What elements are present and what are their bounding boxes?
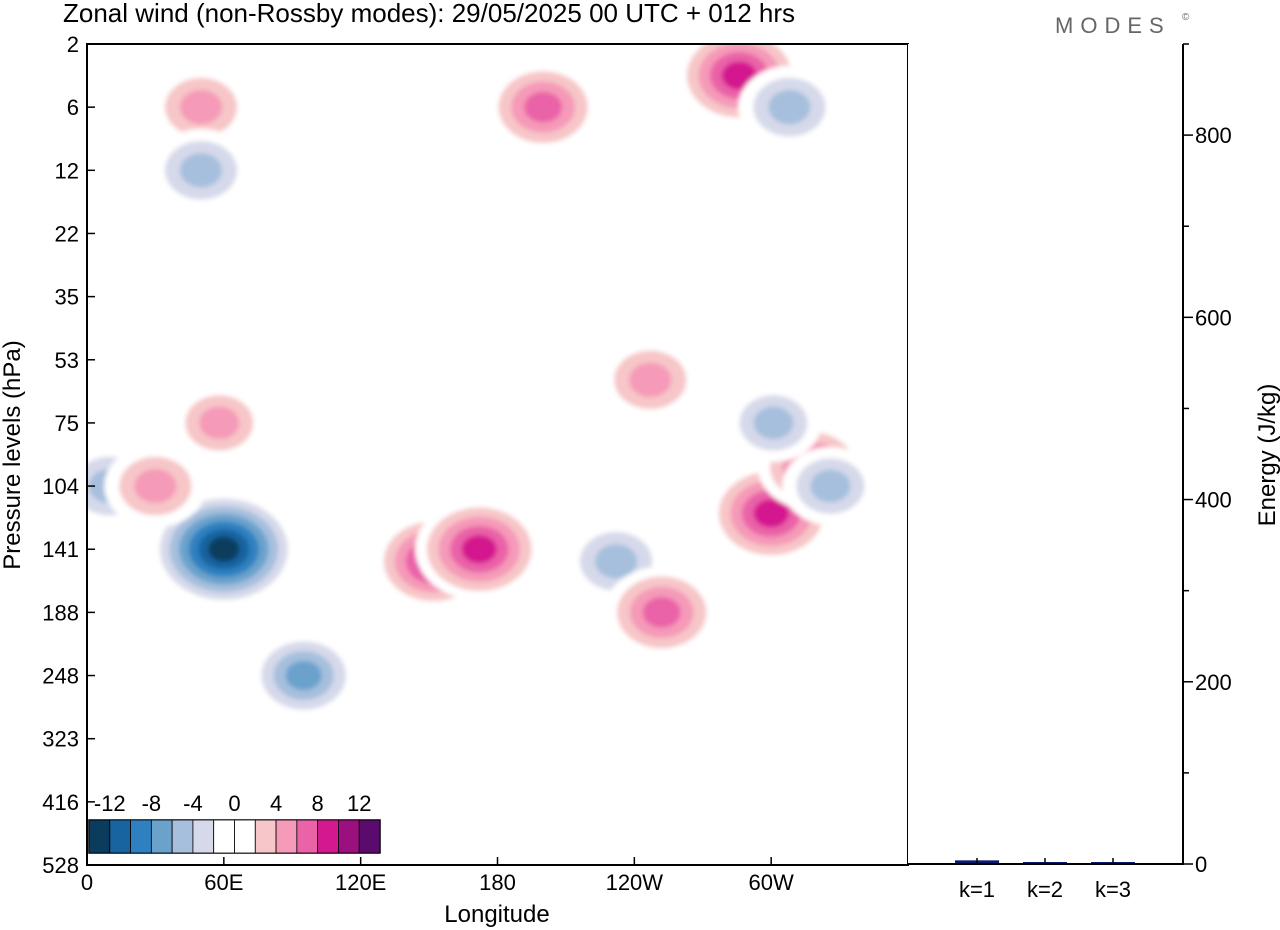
- y-tick-label: 12: [55, 158, 79, 183]
- energy-tick-label: 600: [1195, 305, 1232, 330]
- chart-title: Zonal wind (non-Rossby modes): 29/05/202…: [63, 0, 795, 28]
- colorbar-label: 0: [228, 791, 240, 816]
- contour-westerly-9: [179, 90, 223, 125]
- contour-westerly-15: [199, 406, 240, 440]
- colorbar-label: -8: [142, 791, 162, 816]
- x-tick-label: 120W: [606, 870, 664, 895]
- contour-westerly-7: [753, 499, 789, 528]
- colorbar-swatch: [254, 819, 277, 854]
- colorbar-label: 12: [347, 791, 371, 816]
- colorbar-swatch: [317, 819, 339, 854]
- y-tick-label: 35: [55, 285, 79, 310]
- contour-westerly-11: [721, 61, 757, 90]
- x-tick-label: 60W: [749, 870, 794, 895]
- colorbar-swatch: [109, 819, 131, 854]
- y-tick-label: 141: [42, 537, 79, 562]
- energy-category-label: k=1: [959, 877, 995, 902]
- contour-westerly-10: [524, 91, 563, 123]
- y-tick-label: 528: [42, 853, 79, 878]
- colorbar-label: 8: [312, 791, 324, 816]
- contour-westerly-16: [629, 362, 672, 397]
- contour-westerly-14: [134, 468, 177, 504]
- energy-tick-label: 400: [1195, 488, 1232, 513]
- colorbar-label: -12: [94, 791, 126, 816]
- colorbar-swatch: [358, 819, 381, 854]
- colorbar-swatch: [130, 819, 152, 854]
- y-tick-label: 248: [42, 664, 79, 689]
- colorbar-swatch: [338, 819, 360, 854]
- x-tick-label: 180: [479, 870, 516, 895]
- brand-mark: ©: [1182, 12, 1190, 23]
- energy-y-axis: 0 200 400 600 800: [1183, 43, 1232, 877]
- y-tick-label: 6: [67, 95, 79, 120]
- colorbar-swatch: [88, 819, 111, 854]
- energy-category-label: k=2: [1027, 877, 1063, 902]
- colorbar-swatch: [213, 819, 235, 854]
- energy-panel-background: [908, 44, 1183, 865]
- colorbar-swatch: [150, 819, 173, 854]
- y-axis-label: Pressure levels (hPa): [0, 340, 26, 569]
- y-tick-label: 2: [67, 32, 79, 57]
- y-tick-label: 323: [42, 727, 79, 752]
- contour-fields: [87, 44, 879, 720]
- colorbar-swatch: [192, 819, 215, 854]
- y-tick-label: 188: [42, 600, 79, 625]
- colorbar-swatch: [296, 819, 319, 854]
- contour-easterly-5: [595, 544, 638, 579]
- colorbar-swatch: [171, 819, 194, 854]
- energy-x-axis: k=1 k=2 k=3: [959, 858, 1131, 902]
- colorbar-label: -4: [183, 791, 203, 816]
- colorbar: -12 -8 -4 0 4 8 12: [88, 791, 381, 854]
- y-tick-label: 53: [55, 348, 79, 373]
- contour-easterly-13: [179, 153, 223, 188]
- energy-tick-label: 200: [1195, 670, 1232, 695]
- energy-panel: 0 200 400 600 800 k=1 k=2 k=3 Energy (J/kg): [908, 43, 1280, 902]
- x-tick-label: 0: [81, 870, 93, 895]
- contour-easterly-18: [753, 406, 794, 440]
- hovmoller-plot: -12 -8 -4 0 4 8 12 0 60E 120E 180 120W 60W 2 6 12 22 35…: [0, 32, 909, 928]
- energy-category-label: k=3: [1095, 877, 1131, 902]
- y-axis: 2 6 12 22 35 53 75 104 141 188 248 323 416 528: [42, 32, 95, 878]
- x-tick-label: 60E: [204, 870, 243, 895]
- contour-westerly-4: [461, 535, 497, 564]
- energy-y-axis-label: Energy (J/kg): [1254, 384, 1280, 527]
- colorbar-swatch: [234, 819, 256, 854]
- colorbar-swatch: [275, 819, 298, 854]
- x-axis-label: Longitude: [444, 901, 549, 928]
- contour-easterly-0: [208, 536, 240, 562]
- colorbar-label: 4: [270, 791, 282, 816]
- energy-tick-label: 800: [1195, 123, 1232, 148]
- contour-easterly-1: [285, 660, 322, 691]
- y-tick-label: 75: [55, 411, 79, 436]
- x-tick-label: 120E: [335, 870, 386, 895]
- contour-westerly-6: [642, 597, 681, 628]
- energy-tick-label: 0: [1195, 852, 1207, 877]
- y-tick-label: 416: [42, 790, 79, 815]
- contour-easterly-12: [768, 90, 811, 125]
- y-tick-label: 104: [42, 474, 79, 499]
- brand-logo: MODES: [1055, 13, 1171, 38]
- y-tick-label: 22: [55, 221, 79, 246]
- x-axis: 0 60E 120E 180 120W 60W: [81, 857, 794, 895]
- contour-easterly-17: [810, 469, 851, 503]
